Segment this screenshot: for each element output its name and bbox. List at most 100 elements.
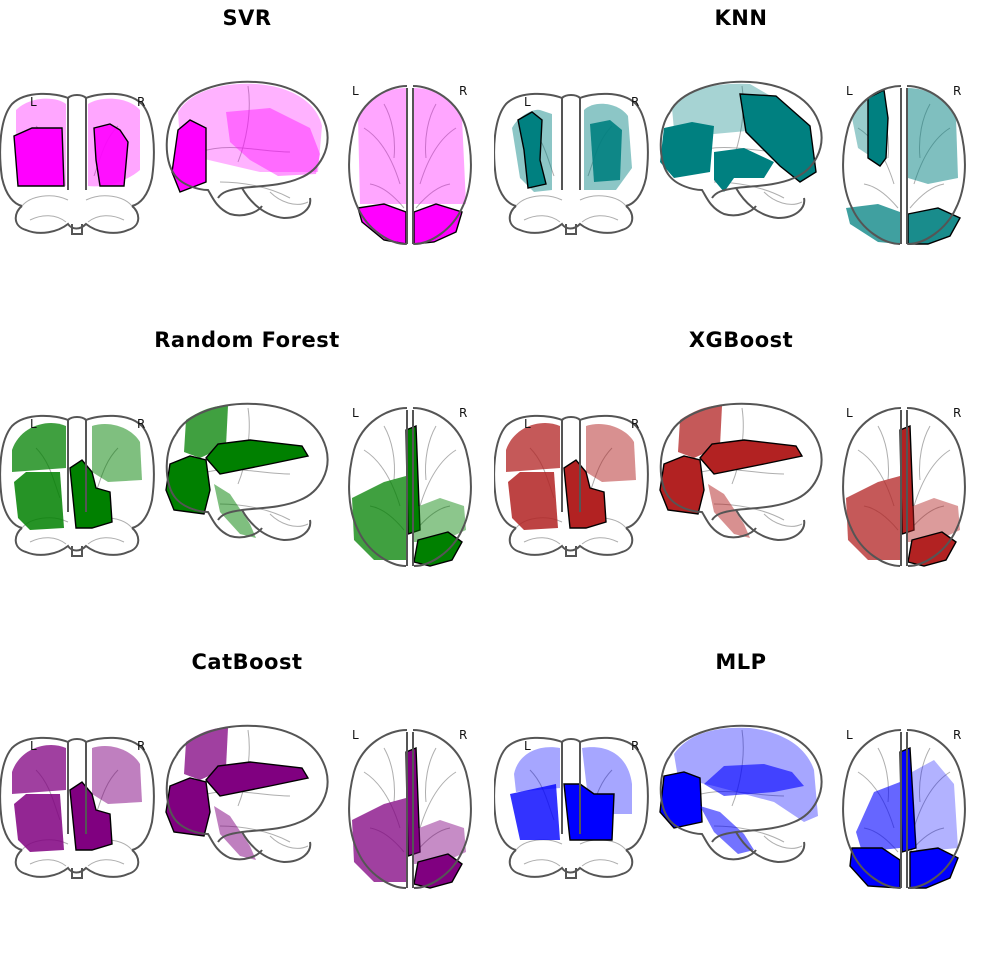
panel-title: MLP bbox=[715, 650, 767, 674]
sulcus-line bbox=[763, 835, 803, 849]
hemisphere-label-left: L bbox=[524, 95, 531, 109]
activation-region-temporal bbox=[700, 806, 754, 854]
sulcus-line bbox=[199, 147, 291, 153]
brain-outline-coronal bbox=[579, 414, 649, 529]
model-panel: CatBoost L R L R bbox=[0, 644, 494, 966]
activation-region-temporal bbox=[226, 108, 320, 176]
brain-outline-coronal bbox=[494, 736, 563, 851]
activation-region-occipital-core bbox=[171, 119, 207, 193]
sagittal-view bbox=[165, 402, 329, 542]
sagittal-view bbox=[165, 724, 329, 864]
sulcus-line bbox=[693, 469, 785, 475]
sulcus-line bbox=[581, 215, 619, 223]
activation-region-left-posterior bbox=[846, 476, 900, 560]
activation-region-left-occipital bbox=[849, 847, 901, 889]
brain-outline-coronal bbox=[508, 849, 634, 878]
brain-views: L RL R bbox=[0, 724, 472, 889]
sulcus-line bbox=[87, 859, 125, 867]
coronal-view bbox=[0, 92, 155, 235]
brain-outline-coronal bbox=[71, 546, 83, 557]
brain-outline-axial bbox=[348, 729, 408, 889]
sulcus-line bbox=[523, 537, 561, 545]
sulcus-line bbox=[579, 839, 627, 851]
activation-region-left-posterior bbox=[352, 476, 406, 560]
sulcus-line bbox=[199, 469, 291, 475]
sulcus-line bbox=[29, 215, 67, 223]
sulcus-line bbox=[383, 425, 437, 481]
hemisphere-label-right: R bbox=[137, 739, 145, 753]
model-panel: MLP L R L R bbox=[494, 644, 988, 966]
sagittal-view bbox=[659, 724, 823, 864]
brain-outline-sagittal bbox=[175, 402, 329, 521]
brain-outline-axial bbox=[906, 729, 966, 889]
activation-region-right-core bbox=[590, 120, 622, 182]
hemisphere-label-left: L bbox=[524, 417, 531, 431]
activation-region-right-occipital bbox=[413, 203, 463, 245]
brain-outline-sagittal bbox=[241, 509, 312, 542]
panel-title: SVR bbox=[222, 6, 272, 30]
brain-outline-coronal bbox=[579, 736, 649, 851]
model-panel: KNN L R L R bbox=[494, 0, 988, 322]
activation-region-frontal-tract bbox=[205, 761, 310, 797]
brain-outline-sagittal bbox=[241, 831, 312, 864]
sulcus-line bbox=[763, 191, 803, 205]
activation-region-right-posterior bbox=[414, 820, 466, 864]
sulcus-line bbox=[363, 127, 457, 185]
hemisphere-label-right: R bbox=[459, 84, 467, 98]
model-panel: Random Forest L R L R bbox=[0, 322, 494, 644]
brain-outline-sagittal bbox=[165, 755, 263, 861]
brain-outline-coronal bbox=[561, 416, 581, 512]
activation-region-left-occipital bbox=[357, 203, 407, 245]
brain-outline-coronal bbox=[0, 414, 69, 529]
brain-views: L RL R bbox=[494, 724, 966, 889]
hemisphere-label-right: R bbox=[631, 95, 639, 109]
axial-view bbox=[348, 407, 472, 567]
panel-title: KNN bbox=[714, 6, 768, 30]
brain-outline-sagittal bbox=[659, 111, 757, 217]
brain-outline-coronal bbox=[565, 546, 577, 557]
hemisphere-label-right: R bbox=[137, 417, 145, 431]
activation-region-cortex-diffuse bbox=[178, 83, 322, 172]
brain-outline-coronal bbox=[508, 205, 634, 234]
brain-outline-sagittal bbox=[175, 724, 329, 843]
brain-outline-axial bbox=[906, 85, 966, 245]
activation-region-left-lower bbox=[510, 784, 560, 840]
brain-outline-axial bbox=[406, 732, 414, 888]
activation-region-occipital-core bbox=[659, 771, 703, 829]
activation-region-frontal-tract bbox=[205, 439, 310, 475]
hemisphere-label-right: R bbox=[953, 728, 961, 742]
brain-outline-axial bbox=[842, 85, 902, 245]
hemisphere-label-right: R bbox=[459, 728, 467, 742]
activation-region-left-upper bbox=[12, 423, 66, 472]
activation-region-right-posterior bbox=[414, 498, 466, 542]
sulcus-line bbox=[523, 859, 561, 867]
brain-outline-axial bbox=[412, 729, 472, 889]
brain-outline-sagittal bbox=[735, 187, 806, 220]
activation-region-left-core bbox=[517, 111, 547, 189]
activation-region-right-hemisphere bbox=[908, 88, 958, 184]
coronal-view bbox=[494, 414, 649, 557]
hemisphere-label-right: R bbox=[137, 95, 145, 109]
activation-region-occipital-core bbox=[165, 455, 211, 515]
activation-region-left-upper bbox=[506, 423, 560, 472]
sulcus-line bbox=[515, 195, 563, 207]
sulcus-line bbox=[21, 195, 69, 207]
brain-outline-sagittal bbox=[165, 433, 263, 539]
activation-region-left-upper bbox=[514, 747, 560, 792]
hemisphere-label-left: L bbox=[846, 406, 853, 420]
brain-outline-coronal bbox=[67, 94, 87, 190]
brain-outline-sagittal bbox=[659, 433, 757, 539]
activation-region-right-core bbox=[93, 123, 129, 187]
sulcus-line bbox=[29, 859, 67, 867]
axial-view bbox=[842, 729, 966, 889]
axial-view bbox=[348, 729, 472, 889]
brain-outline-axial bbox=[412, 85, 472, 245]
axial-view bbox=[842, 407, 966, 567]
brain-views: L RL R bbox=[494, 80, 966, 245]
brain-outline-axial bbox=[406, 88, 414, 244]
axial-view bbox=[348, 85, 472, 245]
hemisphere-label-right: R bbox=[953, 84, 961, 98]
brain-outline-coronal bbox=[561, 94, 581, 190]
activation-region-right-occipital bbox=[909, 847, 959, 889]
brain-outline-axial bbox=[412, 407, 472, 567]
